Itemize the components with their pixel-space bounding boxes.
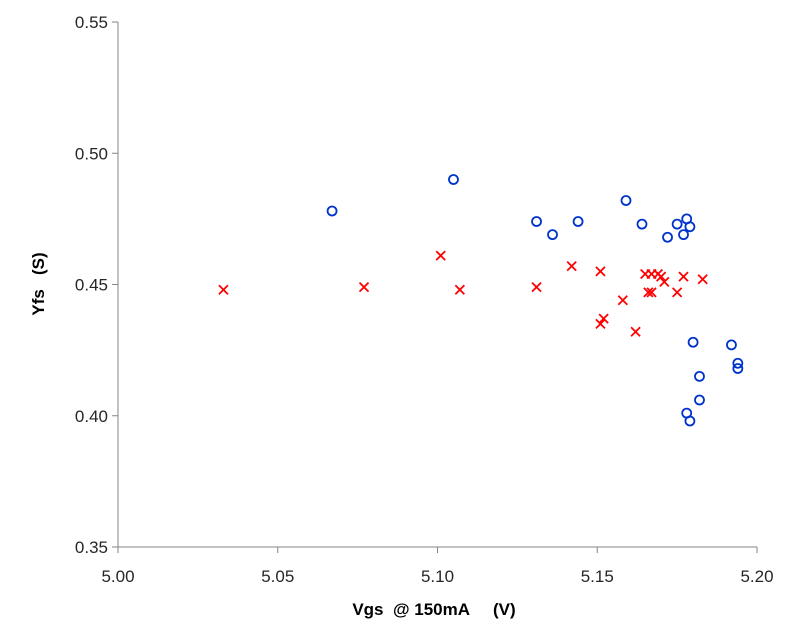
data-point-x	[646, 287, 657, 298]
y-tick-label: 0.55	[75, 13, 108, 32]
data-point-circle	[671, 218, 683, 230]
x-tick-label: 5.05	[261, 567, 294, 586]
x-tick-label: 5.10	[421, 567, 454, 586]
data-point-circle	[448, 174, 459, 185]
data-points	[218, 174, 744, 427]
data-point-circle	[732, 363, 744, 374]
data-point-circle	[684, 415, 696, 427]
data-point-circle	[732, 357, 744, 369]
data-point-x	[678, 271, 689, 282]
data-point-circle	[694, 370, 705, 382]
data-point-x	[435, 250, 446, 261]
data-point-circle	[687, 336, 699, 348]
tick-labels: 0.35 0.40 0.45 0.50 0.55 5.00 5.05 5.10 5.15 5.20	[75, 13, 774, 586]
x-axis-title: Vgs @ 150mA (V)	[352, 600, 515, 619]
data-point-x	[697, 274, 708, 285]
data-point-circle	[531, 216, 542, 227]
data-point-x	[643, 287, 654, 298]
data-point-circle	[684, 221, 696, 233]
data-point-circle	[636, 218, 648, 230]
data-point-x	[358, 281, 370, 293]
data-point-circle	[547, 229, 558, 241]
data-point-x	[531, 281, 542, 293]
data-point-circle	[662, 231, 673, 243]
data-point-x	[218, 284, 229, 295]
data-point-x	[566, 260, 577, 272]
data-point-circle	[694, 394, 705, 406]
data-point-circle	[572, 216, 584, 227]
y-tick-label: 0.40	[75, 407, 108, 426]
data-point-circle	[326, 205, 338, 217]
data-point-x	[656, 271, 667, 282]
data-point-x	[454, 284, 466, 295]
y-axis-title: Yfs (S)	[29, 252, 48, 315]
data-point-x	[617, 295, 628, 306]
x-tick-label: 5.20	[740, 567, 773, 586]
data-point-x	[630, 326, 641, 337]
data-point-x	[595, 318, 606, 330]
ticks	[112, 21, 758, 553]
y-tick-label: 0.45	[75, 276, 108, 295]
y-tick-label: 0.50	[75, 144, 108, 163]
x-tick-label: 5.15	[581, 567, 614, 586]
data-point-circle	[678, 229, 689, 241]
data-point-circle	[726, 339, 737, 351]
data-point-x	[659, 276, 670, 288]
data-point-x	[595, 266, 606, 277]
y-tick-label: 0.35	[75, 538, 108, 557]
data-point-x	[671, 287, 683, 298]
data-point-x	[598, 313, 609, 324]
x-tick-label: 5.00	[101, 567, 134, 586]
data-point-circle	[620, 195, 632, 206]
